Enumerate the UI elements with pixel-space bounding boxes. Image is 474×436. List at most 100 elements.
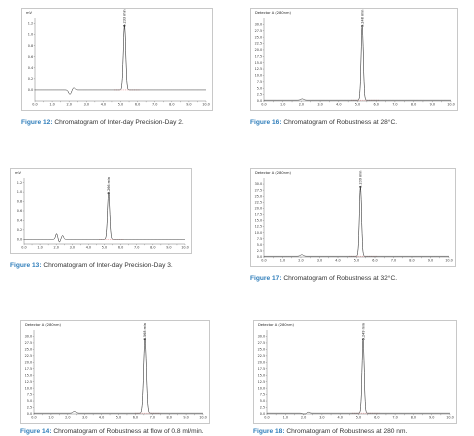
- x-tick-label: 8.0: [409, 259, 414, 263]
- x-tick-label: 1.0: [37, 246, 42, 250]
- y-tick-label: 22.5: [25, 354, 33, 358]
- y-tick-label: 5.0: [257, 86, 262, 90]
- y-tick-label: 2.5: [27, 406, 32, 410]
- x-tick-label: 4.0: [86, 246, 91, 250]
- chromatogram-frame: Detector A (280nm) 0.0 2.5 5.0 7.5 10.0 12.5 15…: [20, 320, 210, 424]
- x-tick-label: 10.0: [446, 416, 454, 420]
- y-tick-label: 0.0: [257, 99, 262, 103]
- detector-header: Detector A (280nm): [258, 323, 294, 327]
- x-tick-label: 8.0: [169, 103, 174, 107]
- x-tick-label: 7.0: [392, 103, 397, 107]
- x-tick-label: 2.0: [301, 416, 306, 420]
- x-tick-label: 3.0: [317, 259, 322, 263]
- x-tick-label: 6.0: [372, 259, 377, 263]
- y-tick-label: 17.5: [25, 367, 33, 371]
- x-tick-label: 2.0: [299, 103, 304, 107]
- peak-retention-label: 5.266 min: [107, 177, 111, 194]
- y-tick-label: 20.0: [255, 48, 263, 52]
- y-tick-label: 17.5: [258, 367, 266, 371]
- x-tick-label: 3.0: [70, 246, 75, 250]
- y-tick-label: 0.0: [260, 412, 265, 416]
- x-tick-label: 10.0: [447, 103, 455, 107]
- y-tick-label: 10.0: [255, 74, 263, 78]
- y-tick-label: 25.0: [25, 347, 33, 351]
- y-tick-label: 2.5: [257, 93, 262, 97]
- x-tick-label: 6.0: [374, 416, 379, 420]
- y-tick-label: 0.2: [28, 77, 33, 81]
- figure-caption-label: Figure 13:: [10, 262, 42, 269]
- y-tick-label: 25.0: [258, 347, 266, 351]
- figure-caption: Figure 13: Chromatogram of Inter-day Pre…: [10, 262, 220, 270]
- y-tick-label: 17.5: [255, 213, 263, 217]
- chromatogram-svg: mV 0.0 0.2 0.4 0.6 0.8 1.0 1.2 0.0 1.0 2.0 3.0 4.0 5.…: [15, 171, 189, 250]
- y-tick-label: 0.4: [28, 66, 33, 70]
- y-tick-label: 22.5: [255, 200, 263, 204]
- x-tick-label: 10.0: [199, 416, 207, 420]
- x-tick-label: 4.0: [337, 416, 342, 420]
- y-tick-label: 7.5: [257, 80, 262, 84]
- figure-caption-text: Chromatogram of Robustness at 280 nm.: [284, 428, 408, 435]
- x-tick-label: 9.0: [183, 416, 188, 420]
- figure-caption: Figure 18: Chromatogram of Robustness at…: [253, 428, 463, 436]
- chromatogram-frame: Detector A (280nm) 0.0 2.5 5.0 7.5 10.0 12.5 15…: [250, 168, 456, 267]
- y-tick-label: 0.0: [28, 88, 33, 92]
- x-tick-label: 6.0: [373, 103, 378, 107]
- y-tick-label: 7.5: [257, 237, 262, 241]
- x-tick-label: 6.0: [133, 416, 138, 420]
- detector-header: Detector A (280nm): [255, 11, 291, 15]
- y-tick-label: 0.4: [17, 219, 22, 223]
- y-tick-label: 12.5: [258, 380, 266, 384]
- figure-caption-label: Figure 17:: [250, 275, 282, 282]
- x-tick-label: 4.0: [99, 416, 104, 420]
- x-tick-label: 3.0: [84, 103, 89, 107]
- y-tick-label: 1.0: [28, 33, 33, 37]
- figure-caption: Figure 16: Chromatogram of Robustness at…: [250, 119, 460, 127]
- x-tick-label: 9.0: [166, 246, 171, 250]
- x-tick-label: 7.0: [134, 246, 139, 250]
- figure-caption-label: Figure 12:: [21, 119, 53, 126]
- x-tick-label: 4.0: [101, 103, 106, 107]
- chromatogram-svg: Detector A (280nm) 0.0 2.5 5.0 7.5 10.0 12.5 15…: [25, 323, 207, 420]
- figure-caption: Figure 17: Chromatogram of Robustness at…: [250, 275, 460, 283]
- y-tick-label: 27.5: [255, 188, 263, 192]
- y-tick-label: 0.8: [28, 44, 33, 48]
- x-tick-label: 2.0: [298, 259, 303, 263]
- x-tick-label: 1.0: [48, 416, 53, 420]
- x-tick-label: 10.0: [181, 246, 189, 250]
- x-tick-label: 4.0: [336, 103, 341, 107]
- y-tick-label: 1.2: [28, 22, 33, 26]
- x-tick-label: 6.0: [135, 103, 140, 107]
- x-tick-label: 3.0: [319, 416, 324, 420]
- chromatogram-trace: [264, 185, 449, 257]
- y-tick-label: 0.6: [17, 209, 22, 213]
- x-tick-label: 0.0: [32, 103, 37, 107]
- x-tick-label: 1.0: [283, 416, 288, 420]
- x-tick-label: 5.0: [355, 103, 360, 107]
- chromatogram-trace: [264, 24, 451, 101]
- y-tick-label: 0.6: [28, 55, 33, 59]
- x-tick-label: 4.0: [335, 259, 340, 263]
- y-tick-label: 7.5: [27, 393, 32, 397]
- x-tick-label: 0.0: [264, 416, 269, 420]
- y-tick-label: 30.0: [255, 182, 263, 186]
- y-tick-label: 0.2: [17, 228, 22, 232]
- chromatogram-trace: [267, 338, 450, 415]
- peak-retention-label: 6.568 min: [143, 323, 147, 340]
- chromatogram-frame: mV 0.0 0.2 0.4 0.6 0.8 1.0 1.2 0.0 1.0 2.0 3.0 4.0 5.…: [10, 168, 192, 254]
- peak-retention-label: 5.209 min: [359, 171, 363, 188]
- peak-retention-label: 5.233 min: [123, 9, 127, 26]
- x-tick-label: 10.0: [445, 259, 453, 263]
- x-tick-label: 8.0: [411, 103, 416, 107]
- x-tick-label: 0.0: [21, 246, 26, 250]
- x-tick-label: 6.0: [118, 246, 123, 250]
- y-tick-label: 5.0: [27, 399, 32, 403]
- figure-caption: Figure 12: Chromatogram of Inter-day Pre…: [21, 119, 221, 127]
- x-tick-label: 10.0: [202, 103, 210, 107]
- chromatogram-frame: Detector A (280nm) 0.0 2.5 5.0 7.5 10.0 12.5 15…: [253, 320, 457, 424]
- y-tick-label: 0.0: [27, 412, 32, 416]
- peak-retention-label: 5.249 min: [361, 323, 365, 340]
- figure-caption-text: Chromatogram of Robustness at flow of 0.…: [51, 428, 204, 435]
- y-tick-label: 0.0: [257, 255, 262, 259]
- x-tick-label: 7.0: [392, 416, 397, 420]
- chromatogram-trace: [34, 338, 203, 414]
